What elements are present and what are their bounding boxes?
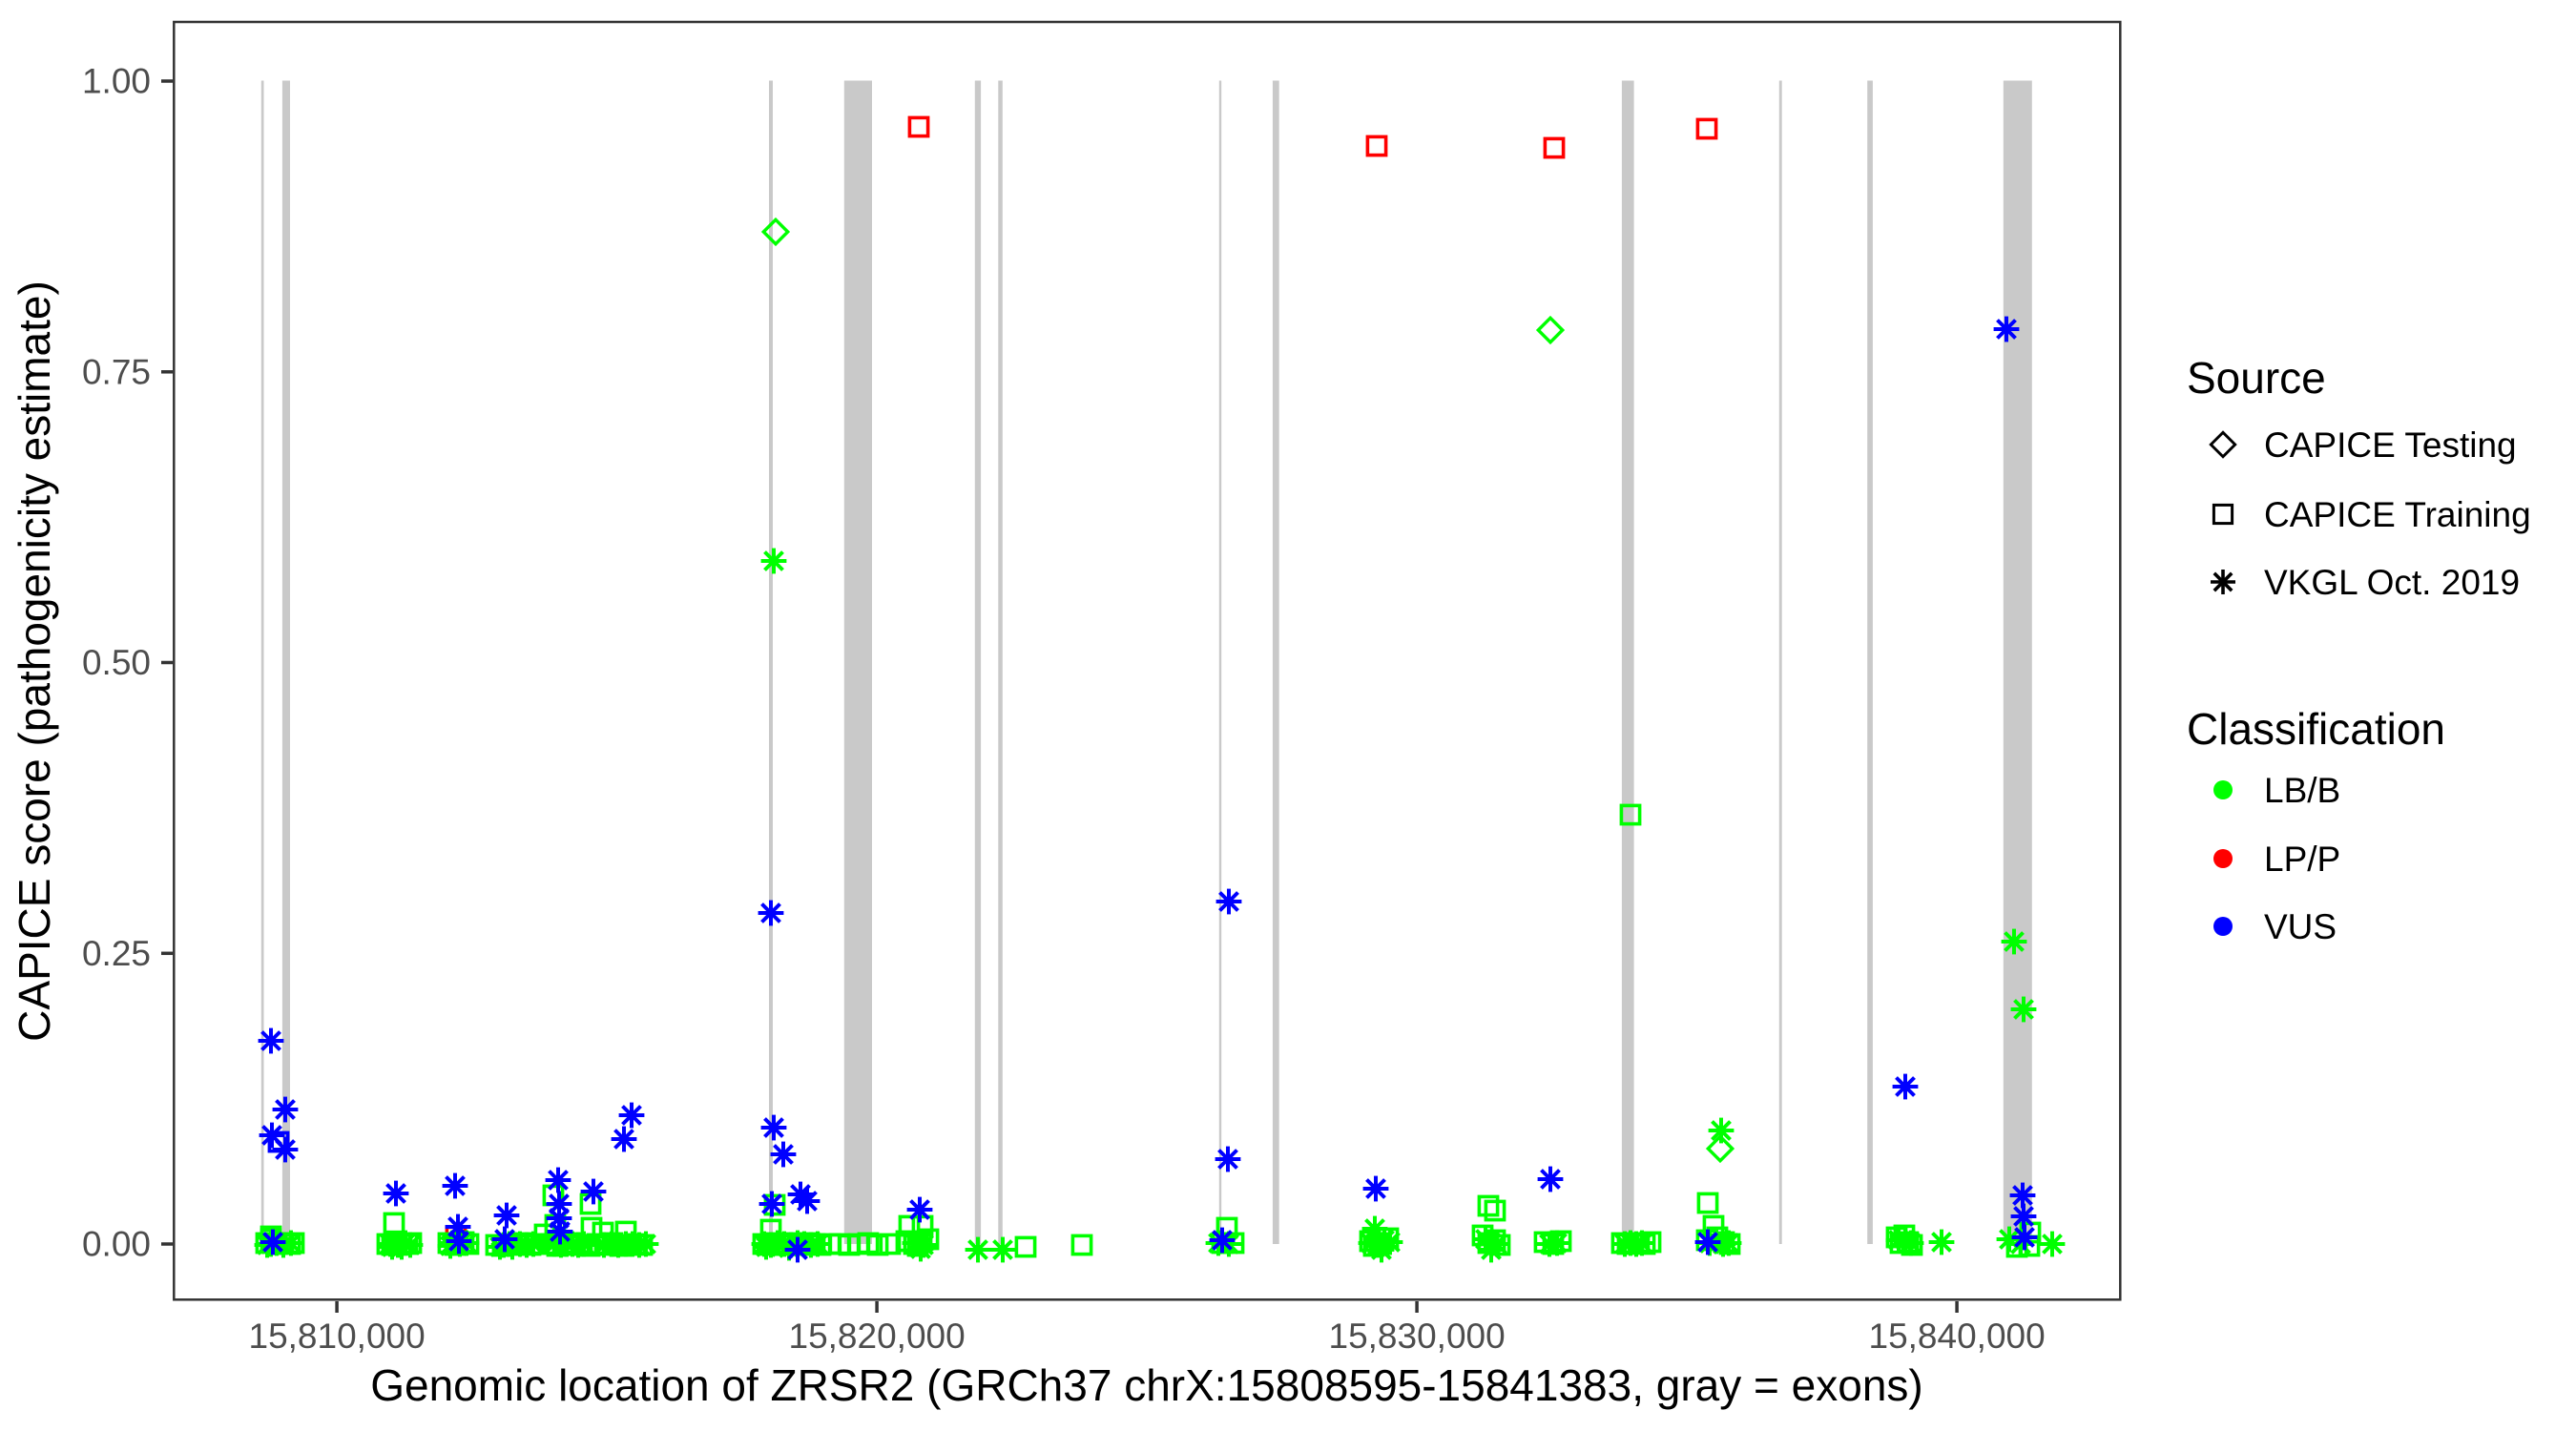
svg-text:15,830,000: 15,830,000 [1329, 1317, 1506, 1356]
svg-text:0.50: 0.50 [82, 643, 151, 682]
svg-text:0.00: 0.00 [82, 1225, 151, 1264]
svg-text:0.25: 0.25 [82, 934, 151, 973]
svg-text:VUS: VUS [2264, 907, 2337, 946]
svg-text:CAPICE Testing: CAPICE Testing [2264, 425, 2517, 465]
svg-text:CAPICE score (pathogenicity es: CAPICE score (pathogenicity estimate) [10, 280, 59, 1042]
svg-text:CAPICE Training: CAPICE Training [2264, 495, 2531, 534]
svg-text:0.75: 0.75 [82, 352, 151, 391]
svg-text:15,820,000: 15,820,000 [789, 1317, 966, 1356]
svg-text:Genomic location of ZRSR2 (GRC: Genomic location of ZRSR2 (GRCh37 chrX:1… [370, 1360, 1923, 1410]
svg-text:15,810,000: 15,810,000 [249, 1317, 426, 1356]
svg-text:1.00: 1.00 [82, 62, 151, 101]
svg-text:Classification: Classification [2187, 704, 2445, 754]
svg-text:15,840,000: 15,840,000 [1869, 1317, 2046, 1356]
svg-text:Source: Source [2187, 353, 2326, 403]
svg-text:LP/P: LP/P [2264, 840, 2340, 879]
svg-text:VKGL Oct. 2019: VKGL Oct. 2019 [2264, 563, 2520, 602]
svg-text:LB/B: LB/B [2264, 771, 2340, 810]
